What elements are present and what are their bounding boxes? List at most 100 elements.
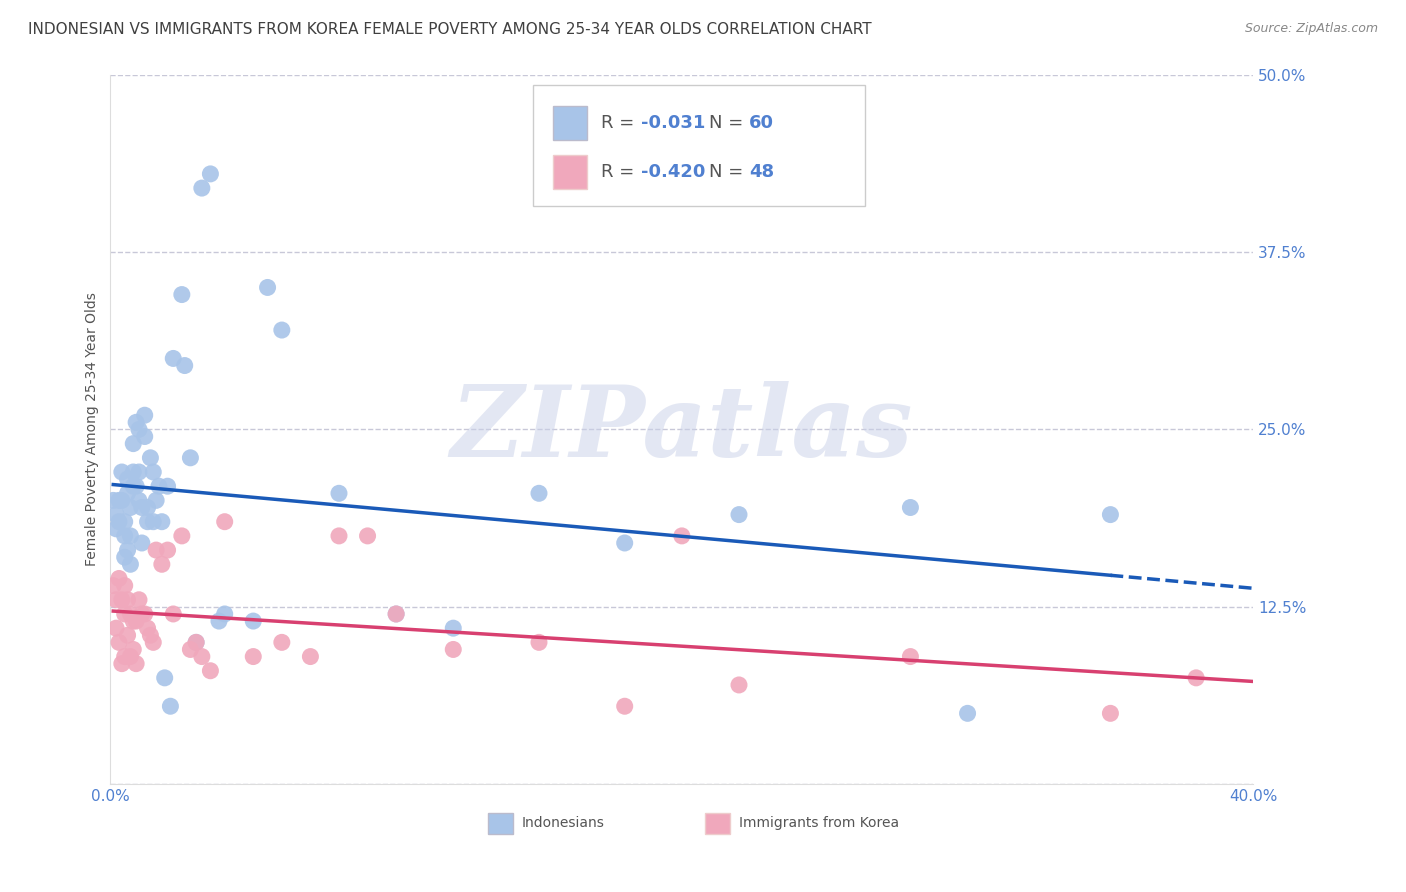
Point bbox=[117, 592, 139, 607]
Point bbox=[170, 529, 193, 543]
Text: Immigrants from Korea: Immigrants from Korea bbox=[740, 816, 898, 830]
Point bbox=[114, 607, 136, 621]
Point bbox=[170, 287, 193, 301]
Point bbox=[671, 529, 693, 543]
Point bbox=[256, 280, 278, 294]
Point bbox=[136, 621, 159, 635]
FancyBboxPatch shape bbox=[553, 106, 586, 140]
Point bbox=[122, 642, 145, 657]
Point bbox=[200, 167, 222, 181]
Point bbox=[900, 500, 922, 515]
Point bbox=[142, 635, 165, 649]
Point bbox=[150, 558, 173, 572]
Point bbox=[956, 706, 979, 721]
Point bbox=[441, 642, 464, 657]
Point bbox=[1099, 706, 1122, 721]
Point bbox=[613, 699, 636, 714]
Point bbox=[145, 543, 167, 558]
Point bbox=[120, 558, 142, 572]
Point bbox=[184, 635, 207, 649]
Point bbox=[114, 529, 136, 543]
Point bbox=[111, 493, 134, 508]
Point bbox=[156, 543, 179, 558]
Point bbox=[105, 621, 128, 635]
Point bbox=[441, 621, 464, 635]
Point bbox=[125, 614, 148, 628]
Point bbox=[900, 649, 922, 664]
Point bbox=[122, 436, 145, 450]
FancyBboxPatch shape bbox=[553, 154, 586, 188]
Text: Source: ZipAtlas.com: Source: ZipAtlas.com bbox=[1244, 22, 1378, 36]
Point bbox=[105, 592, 128, 607]
Point bbox=[125, 415, 148, 429]
Point bbox=[191, 181, 214, 195]
Point bbox=[114, 550, 136, 565]
Point bbox=[134, 429, 156, 443]
Point bbox=[117, 486, 139, 500]
Point bbox=[148, 479, 170, 493]
Text: Indonesians: Indonesians bbox=[522, 816, 605, 830]
Point bbox=[134, 607, 156, 621]
Point bbox=[200, 664, 222, 678]
Point bbox=[242, 614, 264, 628]
Point bbox=[128, 422, 150, 436]
Point bbox=[120, 607, 142, 621]
Point bbox=[108, 515, 131, 529]
Point bbox=[728, 678, 751, 692]
Point bbox=[117, 472, 139, 486]
Point bbox=[356, 529, 378, 543]
Point bbox=[128, 592, 150, 607]
Point bbox=[299, 649, 322, 664]
Point bbox=[128, 465, 150, 479]
Text: -0.031: -0.031 bbox=[641, 114, 704, 132]
Point bbox=[103, 578, 125, 592]
Point bbox=[120, 500, 142, 515]
Text: INDONESIAN VS IMMIGRANTS FROM KOREA FEMALE POVERTY AMONG 25-34 YEAR OLDS CORRELA: INDONESIAN VS IMMIGRANTS FROM KOREA FEMA… bbox=[28, 22, 872, 37]
Point bbox=[131, 500, 153, 515]
Point bbox=[131, 536, 153, 550]
Point bbox=[105, 522, 128, 536]
Point bbox=[128, 493, 150, 508]
Point bbox=[105, 508, 128, 522]
Point bbox=[125, 479, 148, 493]
Point bbox=[1185, 671, 1208, 685]
Point bbox=[150, 515, 173, 529]
FancyBboxPatch shape bbox=[488, 813, 513, 834]
Point bbox=[139, 628, 162, 642]
Point bbox=[728, 508, 751, 522]
Point bbox=[527, 635, 550, 649]
Point bbox=[122, 465, 145, 479]
Point bbox=[153, 671, 176, 685]
Text: N =: N = bbox=[709, 114, 749, 132]
Point bbox=[191, 649, 214, 664]
Point bbox=[173, 359, 195, 373]
Point bbox=[214, 515, 236, 529]
Point bbox=[270, 323, 292, 337]
Text: 48: 48 bbox=[749, 162, 775, 180]
Point bbox=[142, 465, 165, 479]
Point bbox=[1099, 508, 1122, 522]
Point bbox=[179, 642, 201, 657]
Point bbox=[142, 515, 165, 529]
Text: N =: N = bbox=[709, 162, 749, 180]
Point bbox=[179, 450, 201, 465]
Point bbox=[527, 486, 550, 500]
Point bbox=[114, 578, 136, 592]
Point bbox=[134, 408, 156, 422]
Point bbox=[328, 486, 350, 500]
Point bbox=[117, 543, 139, 558]
Point bbox=[136, 500, 159, 515]
Point bbox=[114, 515, 136, 529]
Text: R =: R = bbox=[600, 162, 640, 180]
Text: ZIPatlas: ZIPatlas bbox=[451, 381, 912, 478]
Point bbox=[145, 493, 167, 508]
Y-axis label: Female Poverty Among 25-34 Year Olds: Female Poverty Among 25-34 Year Olds bbox=[86, 293, 100, 566]
Point bbox=[108, 635, 131, 649]
Point bbox=[111, 592, 134, 607]
Point bbox=[111, 465, 134, 479]
Point bbox=[214, 607, 236, 621]
FancyBboxPatch shape bbox=[704, 813, 730, 834]
Point bbox=[117, 628, 139, 642]
Text: -0.420: -0.420 bbox=[641, 162, 704, 180]
Point bbox=[122, 614, 145, 628]
